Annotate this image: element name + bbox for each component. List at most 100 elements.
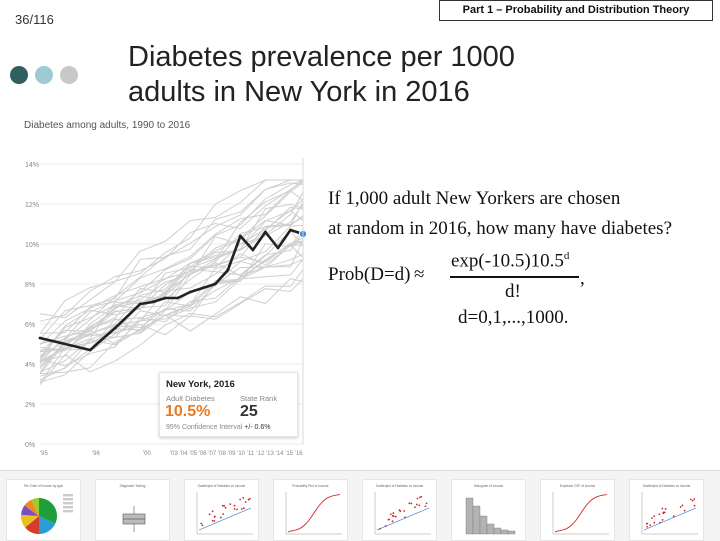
scatter-point bbox=[239, 498, 242, 501]
thumbnail-caption: Scatterplot of Diabetes vs Income bbox=[376, 484, 424, 488]
x-tick-label: '16 bbox=[295, 451, 303, 457]
state-background-line bbox=[39, 203, 304, 344]
scatter-point bbox=[693, 498, 696, 500]
y-tick-label: 10% bbox=[25, 242, 39, 249]
scatter-point bbox=[242, 496, 245, 499]
scatter-point bbox=[693, 504, 696, 507]
x-tick-label: '15 bbox=[285, 451, 293, 457]
formula-domain: d=0,1,...,1000. bbox=[458, 307, 569, 328]
x-tick-label: '09 bbox=[228, 451, 236, 457]
scatter-point bbox=[418, 504, 421, 507]
scatter-point bbox=[683, 509, 686, 512]
info-card-adult-diabetes-value: 10.5% bbox=[165, 403, 211, 420]
scatter-point bbox=[646, 525, 649, 528]
slide-thumbnail[interactable]: Probability Plot of Income bbox=[273, 479, 348, 541]
slide-thumbnail[interactable]: Scatterplot of Diabetes vs Income bbox=[629, 479, 704, 541]
header-box: Part 1 – Probability and Distribution Th… bbox=[439, 0, 713, 21]
dot-1 bbox=[10, 66, 28, 84]
new-york-data-point bbox=[163, 296, 167, 300]
slide-thumbnail[interactable]: Scatterplot of Diabetes vs Income bbox=[184, 479, 259, 541]
thumbnail-caption: Diagnostic Testing bbox=[120, 484, 146, 488]
slide-thumbnail[interactable]: Histogram of Income bbox=[451, 479, 526, 541]
scatter-point bbox=[679, 506, 682, 508]
x-tick-label: '03 bbox=[170, 451, 178, 457]
x-tick-label: '06 bbox=[199, 451, 207, 457]
histogram-bar bbox=[493, 527, 502, 535]
chart-title: Diabetes among adults, 1990 to 2016 bbox=[24, 120, 191, 131]
new-york-data-point bbox=[238, 234, 242, 238]
scatter-point bbox=[240, 508, 243, 510]
scatter-point bbox=[661, 507, 664, 510]
x-tick-label: '07 bbox=[208, 451, 216, 457]
state-background-line bbox=[39, 241, 304, 377]
legend-swatch bbox=[63, 498, 73, 501]
question-line-1: If 1,000 adult New Yorkers are chosen bbox=[328, 188, 621, 209]
scatter-point bbox=[649, 524, 652, 527]
scatter-point bbox=[398, 509, 401, 512]
new-york-data-point bbox=[289, 228, 292, 232]
thumbnail-caption: Scatterplot of Diabetes vs Income bbox=[643, 484, 691, 488]
slide-thumbnail[interactable]: Diagnostic Testing bbox=[95, 479, 170, 541]
scatter-point bbox=[222, 513, 225, 515]
formula-approx-symbol: ≈ bbox=[414, 264, 425, 285]
scatter-point bbox=[408, 502, 411, 505]
thumbnail-graphic: Scatterplot of Diabetes vs Income bbox=[641, 484, 698, 535]
x-tick-label: '96 bbox=[92, 451, 100, 457]
new-york-data-point bbox=[226, 268, 230, 272]
scatter-point bbox=[394, 515, 397, 518]
legend-swatch bbox=[63, 510, 73, 513]
slide-thumbnail[interactable]: Scatterplot of Diabetes vs Income bbox=[362, 479, 437, 541]
numerator-exponent: d bbox=[563, 250, 570, 262]
header-text: Part 1 – Probability and Distribution Th… bbox=[462, 4, 690, 16]
scatter-point bbox=[223, 504, 226, 507]
pie-slice bbox=[24, 499, 39, 516]
scatter-point bbox=[221, 504, 224, 507]
dot-2 bbox=[35, 66, 53, 84]
x-tick-label: '10 bbox=[237, 451, 245, 457]
scatter-point bbox=[424, 505, 427, 508]
scatter-point bbox=[392, 515, 395, 518]
x-tick-label: '04 bbox=[180, 451, 188, 457]
thumbnail-graphic: Scatterplot of Diabetes vs Income bbox=[374, 484, 431, 535]
question-line-2: at random in 2016, how many have diabete… bbox=[328, 218, 673, 239]
new-york-data-point bbox=[176, 296, 180, 300]
thumbnail-graphic: Histogram of Income bbox=[465, 484, 516, 535]
new-york-data-point bbox=[188, 290, 192, 294]
scatter-point bbox=[229, 503, 232, 506]
scatter-point bbox=[653, 521, 656, 524]
scatter-point bbox=[213, 516, 216, 518]
scatter-point bbox=[392, 512, 395, 514]
state-background-line bbox=[39, 179, 303, 319]
scatter-point bbox=[220, 516, 222, 519]
state-background-line bbox=[39, 191, 304, 360]
scatter-point bbox=[662, 511, 665, 514]
new-york-data-point bbox=[213, 282, 217, 286]
pie-slice bbox=[25, 516, 39, 534]
page-number: 36/116 bbox=[15, 12, 54, 27]
scatter-point bbox=[211, 519, 214, 522]
fit-line bbox=[643, 507, 697, 531]
y-tick-label: 6% bbox=[25, 322, 35, 329]
new-york-data-point bbox=[201, 286, 205, 290]
formula-numerator: exp(-10.5)10.5d bbox=[451, 250, 569, 272]
slide-thumbnail[interactable]: Pie Chart of Income by type bbox=[6, 479, 81, 541]
scatter-point bbox=[691, 499, 694, 502]
formula-denominator: d! bbox=[505, 281, 521, 302]
thumbnail-graphic: Pie Chart of Income by type bbox=[21, 484, 73, 534]
histogram-bar bbox=[507, 530, 516, 535]
scatter-point bbox=[247, 498, 250, 501]
state-background-line bbox=[39, 269, 304, 386]
histogram-bar bbox=[479, 515, 488, 535]
info-card-state-rank-value: 25 bbox=[240, 403, 258, 420]
thumbnail-graphic: Diagnostic Testing bbox=[120, 484, 146, 532]
new-york-data-point bbox=[138, 302, 142, 306]
fraction-bar bbox=[450, 276, 579, 278]
info-card-label-adult-diabetes: Adult Diabetes bbox=[166, 394, 215, 403]
y-tick-label: 4% bbox=[25, 362, 35, 369]
y-tick-label: 8% bbox=[25, 282, 35, 289]
scatter-point bbox=[651, 517, 653, 519]
pie-slice bbox=[31, 498, 39, 516]
state-background-line bbox=[39, 179, 303, 340]
ci-label: 95% Confidence Interval bbox=[166, 424, 243, 431]
slide-thumbnail[interactable]: Empirical CDF of Income bbox=[540, 479, 615, 541]
